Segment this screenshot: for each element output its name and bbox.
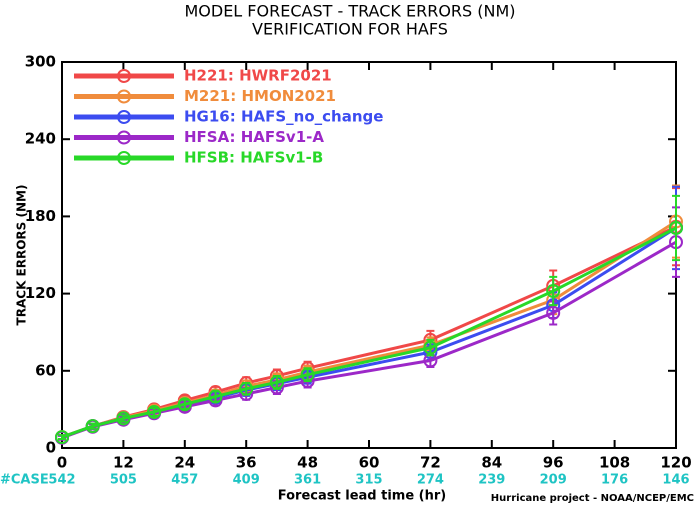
marker xyxy=(116,411,131,426)
marker xyxy=(269,375,284,390)
y-tick-label: 240 xyxy=(25,130,56,148)
y-tick-label: 300 xyxy=(25,53,56,71)
marker xyxy=(85,419,100,434)
legend-marker xyxy=(117,89,131,104)
x-tick-label: 0 xyxy=(57,454,67,472)
case-count: 505 xyxy=(110,473,137,488)
marker xyxy=(669,220,683,235)
case-count: 542 xyxy=(48,473,75,488)
case-count: 361 xyxy=(294,473,321,488)
case-count: 409 xyxy=(233,473,260,488)
legend-label: HFSB: HAFSv1-B xyxy=(184,149,323,167)
case-count: 209 xyxy=(540,473,567,488)
chart-title: MODEL FORECAST - TRACK ERRORS (NM) xyxy=(184,2,515,21)
error-bar xyxy=(672,194,680,262)
marker xyxy=(239,381,254,396)
legend-label: M221: HMON2021 xyxy=(184,87,336,105)
marker xyxy=(208,389,223,404)
error-bar xyxy=(549,275,558,307)
legend-marker xyxy=(117,110,131,124)
case-count: 239 xyxy=(478,473,505,488)
x-tick-label: 84 xyxy=(481,454,502,472)
legend-label: H221: HWRF2021 xyxy=(184,67,332,85)
case-count: 176 xyxy=(601,473,628,488)
marker xyxy=(546,284,561,299)
x-tick-label: 12 xyxy=(113,454,134,472)
y-tick-label: 60 xyxy=(35,361,56,379)
case-count: 146 xyxy=(662,473,689,488)
legend-marker xyxy=(117,69,131,83)
marker xyxy=(300,367,315,382)
case-count: 457 xyxy=(171,473,198,488)
y-tick-label: 0 xyxy=(46,439,56,457)
marker xyxy=(147,404,162,419)
chart-subtitle: VERIFICATION FOR HAFS xyxy=(252,20,448,39)
legend-marker xyxy=(117,151,131,165)
case-count: 315 xyxy=(355,473,382,488)
legend-marker xyxy=(117,130,131,145)
error-bar xyxy=(58,434,66,440)
x-tick-label: 24 xyxy=(174,454,195,472)
error-bar xyxy=(119,414,128,423)
error-bar xyxy=(88,422,97,430)
y-tick-label: 120 xyxy=(25,284,56,302)
footer: Hurricane project - NOAA/NCEP/EMC xyxy=(491,493,694,504)
x-tick-label: 48 xyxy=(297,454,318,472)
marker xyxy=(55,430,69,445)
legend-label: HG16: HAFS_no_change xyxy=(184,108,383,126)
legend-label: HFSA: HAFSv1-A xyxy=(184,128,324,146)
marker xyxy=(546,305,561,320)
x-axis-label: Forecast lead time (hr) xyxy=(278,489,446,504)
x-tick-label: 96 xyxy=(543,454,564,472)
x-tick-label: 36 xyxy=(236,454,257,472)
x-tick-label: 120 xyxy=(660,454,691,472)
x-tick-label: 60 xyxy=(359,454,380,472)
x-tick-label: 108 xyxy=(599,454,630,472)
y-axis-label: TRACK ERRORS (NM) xyxy=(15,185,29,326)
x-tick-label: 72 xyxy=(420,454,441,472)
y-tick-label: 180 xyxy=(25,207,56,225)
case-label: #CASE xyxy=(0,473,49,488)
marker xyxy=(423,340,438,355)
marker xyxy=(177,397,192,412)
error-bar xyxy=(150,407,159,417)
case-count: 274 xyxy=(417,473,444,488)
